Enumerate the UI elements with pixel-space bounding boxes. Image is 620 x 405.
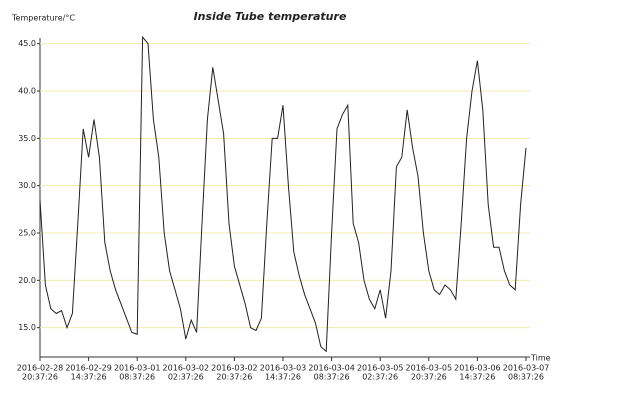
y-axis-title: Temperature/°C [11,14,75,23]
x-tick-label: 2016-03-05 [406,364,453,373]
x-tick-label: 20:37:26 [22,373,58,382]
y-tick-label: 35.0 [18,134,36,143]
y-tick-label: 15.0 [18,323,36,332]
x-tick-label: 02:37:26 [362,373,398,382]
x-axis-title: Time [530,354,551,363]
x-tick-label: 02:37:26 [168,373,204,382]
x-tick-label: 08:37:26 [119,373,155,382]
x-tick-label: 20:37:26 [216,373,252,382]
y-tick-label: 25.0 [18,228,36,237]
x-tick-label: 2016-02-28 [17,364,64,373]
x-tick-label: 2016-03-06 [454,364,501,373]
x-tick-label: 2016-03-02 [163,364,210,373]
y-tick-label: 45.0 [18,39,36,48]
y-tick-label: 40.0 [18,87,36,96]
x-tick-label: 2016-03-04 [308,364,355,373]
x-tick-label: 08:37:26 [314,373,350,382]
x-tick-label: 2016-03-03 [260,364,307,373]
x-tick-label: 08:37:26 [508,373,544,382]
chart-title: Inside Tube temperature [194,10,347,23]
y-tick-label: 30.0 [18,181,36,190]
x-tick-label: 2016-02-29 [65,364,112,373]
x-tick-label: 20:37:26 [411,373,447,382]
x-tick-label: 2016-03-07 [503,364,550,373]
x-tick-label: 2016-03-05 [357,364,404,373]
x-tick-label: 14:37:26 [459,373,495,382]
x-tick-label: 14:37:26 [71,373,107,382]
y-tick-label: 20.0 [18,276,36,285]
x-tick-label: 2016-03-02 [211,364,258,373]
x-tick-label: 2016-03-01 [114,364,161,373]
x-tick-label: 14:37:26 [265,373,301,382]
line-series [39,35,527,353]
